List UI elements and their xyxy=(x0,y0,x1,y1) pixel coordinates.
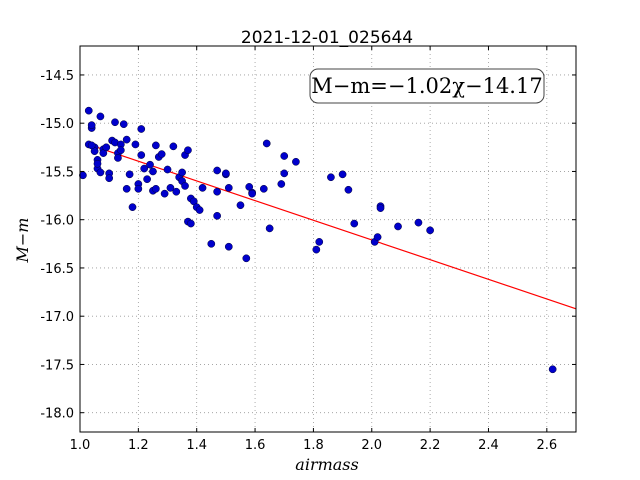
x-tick-label: 2.6 xyxy=(536,438,557,453)
data-point xyxy=(128,203,137,212)
data-point xyxy=(195,206,204,214)
y-tick-label: -16.5 xyxy=(40,262,74,277)
data-point xyxy=(224,242,233,251)
data-point xyxy=(280,169,289,178)
data-point xyxy=(338,170,347,179)
data-point xyxy=(414,218,423,227)
data-point xyxy=(163,165,172,174)
data-point xyxy=(344,185,353,194)
data-point xyxy=(242,254,251,263)
data-point xyxy=(207,239,216,248)
data-point xyxy=(213,187,221,196)
x-tick-label: 1.8 xyxy=(303,438,324,453)
data-point xyxy=(181,182,189,190)
data-point xyxy=(114,154,122,162)
data-point xyxy=(350,219,359,228)
y-tick-label: -15.0 xyxy=(40,117,74,132)
data-point xyxy=(222,169,230,178)
data-point xyxy=(373,233,382,241)
y-axis-label: M−m xyxy=(13,218,32,264)
data-point xyxy=(172,187,181,196)
data-point xyxy=(111,118,119,127)
data-point xyxy=(184,146,192,155)
data-point xyxy=(96,112,105,121)
data-point xyxy=(213,166,221,175)
x-tick-labels: 1.0 1.2 1.4 1.6 1.8 2.0 2.2 2.4 2.6 xyxy=(70,438,558,453)
data-point xyxy=(426,226,434,235)
data-point xyxy=(315,238,324,246)
data-point xyxy=(119,120,128,129)
data-point xyxy=(116,146,125,155)
annotation-box xyxy=(309,68,545,104)
data-point xyxy=(160,189,169,198)
x-tick-label: 1.2 xyxy=(128,438,149,453)
chart-title: 2021-12-01_025644 xyxy=(241,28,413,48)
x-axis-label: airmass xyxy=(295,455,358,474)
y-tick-label: -17.5 xyxy=(40,358,74,373)
y-tick-label: -18.0 xyxy=(40,407,74,422)
data-point xyxy=(224,184,233,192)
x-tick-label: 1.4 xyxy=(186,438,207,453)
data-point xyxy=(312,245,321,254)
x-tick-label: 2.0 xyxy=(361,438,382,453)
data-point xyxy=(105,174,114,183)
data-point xyxy=(178,168,186,177)
data-point xyxy=(327,173,335,182)
data-point xyxy=(376,204,385,212)
y-tick-label: -14.5 xyxy=(40,69,74,84)
y-tick-labels: -14.5 -15.0 -15.5 -16.0 -16.5 -17.0 -17.5 -18.0 xyxy=(40,69,74,422)
data-point xyxy=(248,189,256,198)
data-point xyxy=(140,164,149,173)
data-point xyxy=(84,106,93,115)
x-tick-label: 2.2 xyxy=(420,438,441,453)
data-point xyxy=(187,219,195,228)
data-point xyxy=(198,184,207,192)
data-point xyxy=(280,152,289,160)
data-point xyxy=(102,143,111,152)
data-point xyxy=(149,167,157,176)
data-point xyxy=(96,168,105,177)
data-point xyxy=(548,365,557,374)
fit-annotation: M−m=−1.02χ−14.17 xyxy=(309,68,545,104)
y-tick-label: -15.5 xyxy=(40,165,74,180)
data-point xyxy=(157,150,166,158)
x-tick-label: 2.4 xyxy=(478,438,499,453)
fit-line-segment xyxy=(88,143,577,310)
data-point xyxy=(213,211,221,220)
y-tick-label: -17.0 xyxy=(40,310,74,325)
data-point xyxy=(87,121,96,129)
data-point xyxy=(236,201,245,210)
x-tick-label: 1.0 xyxy=(70,438,91,453)
plot-area xyxy=(79,45,577,433)
data-point xyxy=(262,139,271,148)
data-point xyxy=(394,222,402,231)
data-points xyxy=(79,106,557,374)
ticks xyxy=(79,46,576,432)
x-tick-label: 1.6 xyxy=(245,438,266,453)
data-point xyxy=(152,141,160,150)
data-point xyxy=(87,141,96,150)
y-tick-label: -16.0 xyxy=(40,214,74,229)
annotation-text: M−m=−1.02χ−14.17 xyxy=(311,74,542,98)
data-point xyxy=(166,184,175,192)
data-point xyxy=(134,184,143,193)
data-point xyxy=(277,180,286,188)
data-point xyxy=(143,175,151,184)
data-point xyxy=(93,159,102,168)
data-point xyxy=(265,224,274,233)
data-point xyxy=(169,142,178,151)
fit-line xyxy=(88,143,577,310)
data-point xyxy=(259,184,268,193)
data-point xyxy=(137,151,146,159)
data-point xyxy=(122,135,131,144)
data-point xyxy=(137,125,146,133)
data-point xyxy=(122,184,131,193)
data-point xyxy=(131,140,140,149)
data-point xyxy=(125,170,134,179)
data-point xyxy=(152,184,160,193)
data-point xyxy=(146,160,154,169)
data-point xyxy=(292,157,300,166)
grid xyxy=(79,46,576,432)
